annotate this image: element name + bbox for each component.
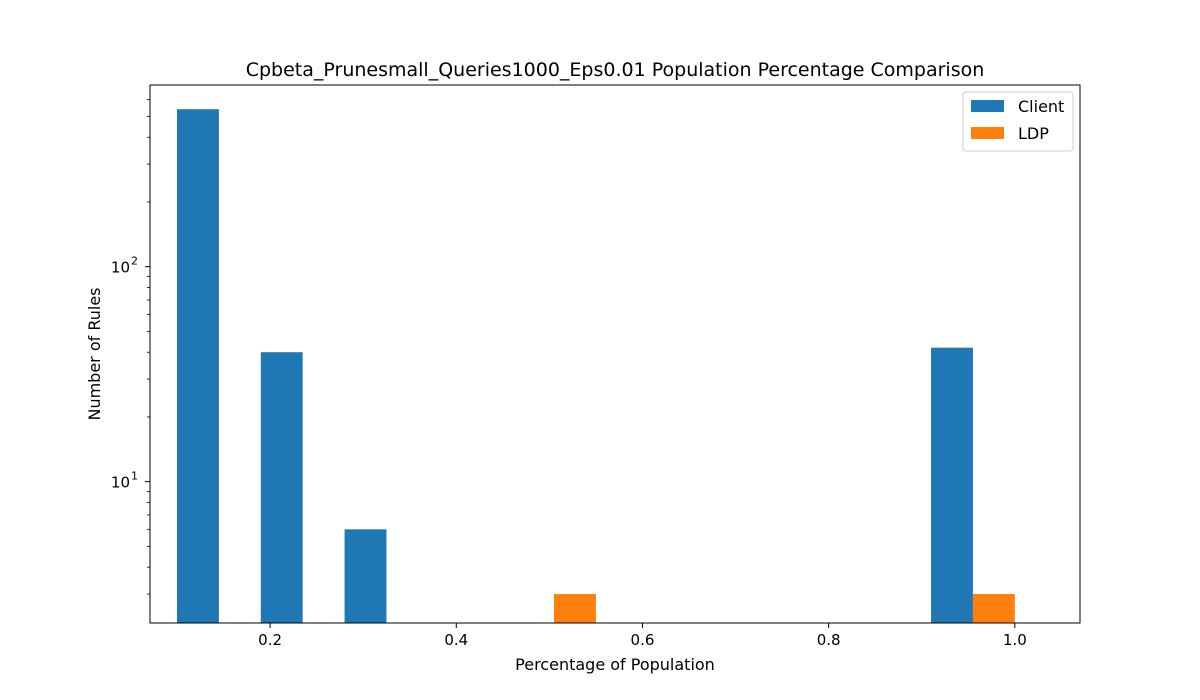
chart-title: Cpbeta_Prunesmall_Queries1000_Eps0.01 Po… — [246, 59, 985, 81]
x-axis-label: Percentage of Population — [515, 655, 715, 674]
axes-frame — [149, 84, 1081, 624]
legend-label-ldp: LDP — [1018, 124, 1049, 143]
legend-swatch-client — [971, 100, 1004, 112]
bar-ldp-0 — [554, 594, 596, 623]
x-tick-label: 1.0 — [1003, 631, 1027, 649]
x-tick-label: 0.6 — [631, 631, 655, 649]
legend-label-client: Client — [1018, 97, 1064, 116]
bar-ldp-1 — [972, 594, 1015, 623]
legend-swatch-ldp — [971, 127, 1004, 139]
x-tick-label: 0.8 — [817, 631, 841, 649]
y-axis-label: Number of Rules — [85, 287, 104, 420]
y-tick-label: 10 — [111, 259, 130, 277]
y-tick-exponent: 1 — [131, 470, 138, 483]
bar-client-1 — [260, 352, 303, 623]
y-tick-exponent: 2 — [131, 255, 138, 268]
legend: Client LDP — [962, 91, 1074, 152]
bar-client-3 — [931, 347, 973, 623]
x-tick-label: 0.4 — [444, 631, 468, 649]
bar-client-2 — [344, 529, 387, 623]
y-tick-label: 10 — [111, 474, 130, 492]
x-tick-label: 0.2 — [258, 631, 282, 649]
x-axis-ticks: 0.2 0.4 0.6 0.8 1.0 — [258, 623, 1027, 649]
bars-group — [176, 109, 1015, 624]
bar-client-0 — [176, 109, 219, 624]
